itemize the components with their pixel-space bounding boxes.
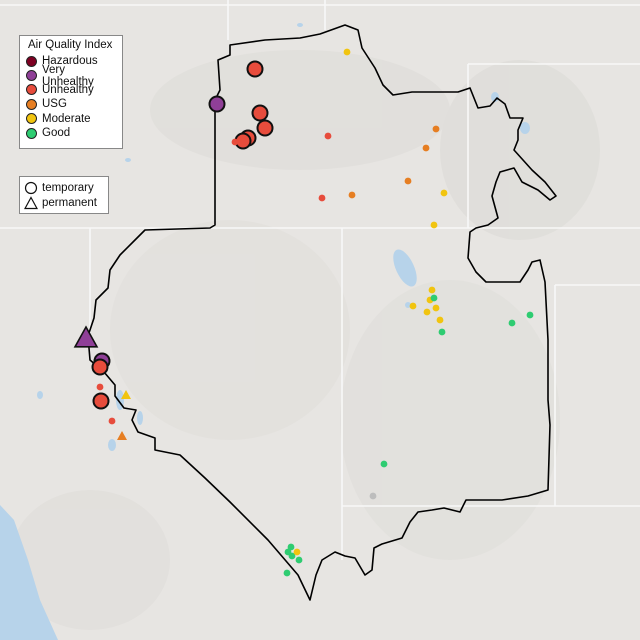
legend-item-unhealthy: Unhealthy — [26, 83, 116, 97]
unhealthy-swatch — [26, 84, 37, 96]
legend-label: USG — [42, 98, 67, 111]
good-swatch — [26, 127, 37, 139]
legend-title: Air Quality Index — [28, 39, 113, 51]
temporary-monitor-moderate[interactable] — [428, 286, 436, 294]
temporary-monitor-usg[interactable] — [432, 125, 440, 133]
temporary-monitor-unhealthy[interactable] — [324, 132, 332, 140]
temporary-monitor-unhealthy[interactable] — [246, 60, 264, 78]
temporary-monitor-usg[interactable] — [348, 191, 356, 199]
triangle-icon — [24, 195, 38, 209]
very-unhealthy-swatch — [26, 70, 37, 82]
monitor-type-legend: temporary permanent — [19, 176, 109, 214]
temporary-monitor-good[interactable] — [438, 328, 446, 336]
legend-label: Moderate — [42, 112, 91, 125]
temporary-monitor-good[interactable] — [295, 556, 303, 564]
temporary-monitor-usg[interactable] — [404, 177, 412, 185]
legend-label: Good — [42, 127, 71, 140]
temporary-monitor-unhealthy[interactable] — [231, 138, 239, 146]
temporary-monitor-good[interactable] — [508, 319, 516, 327]
lakes — [37, 23, 530, 451]
temporary-monitor-usg[interactable] — [422, 144, 430, 152]
monitor-no-data[interactable] — [369, 492, 377, 500]
legend-item-hazardous: Hazardous — [26, 54, 116, 68]
legend-item-good: Good — [26, 126, 116, 140]
temporary-monitor-unhealthy[interactable] — [91, 358, 109, 376]
usg-swatch — [26, 98, 37, 110]
temporary-monitor-moderate[interactable] — [409, 302, 417, 310]
ocean — [0, 505, 58, 640]
temporary-monitor-good[interactable] — [430, 294, 438, 302]
circle-icon — [24, 181, 38, 194]
permanent-monitor-very-unhealthy[interactable] — [73, 325, 99, 348]
permanent-monitor-usg[interactable] — [117, 431, 127, 440]
temporary-monitor-moderate[interactable] — [440, 189, 448, 197]
monitor-markers — [73, 48, 534, 577]
permanent-monitor-moderate[interactable] — [121, 390, 131, 399]
state-boundaries — [0, 0, 640, 560]
legend-item-very-unhealthy: Very Unhealthy — [26, 64, 116, 88]
terrain-shading — [10, 50, 600, 630]
temporary-monitor-unhealthy[interactable] — [92, 392, 110, 410]
temporary-monitor-moderate[interactable] — [430, 221, 438, 229]
region-outline — [87, 24, 557, 601]
legend-label: Unhealthy — [42, 83, 94, 96]
temporary-monitor-unhealthy[interactable] — [96, 383, 104, 391]
legend-label: temporary — [42, 181, 94, 194]
temporary-monitor-unhealthy[interactable] — [318, 194, 326, 202]
temporary-monitor-moderate[interactable] — [432, 304, 440, 312]
aqi-legend: Air Quality Index Hazardous Very Unhealt… — [19, 35, 123, 149]
temporary-monitor-good[interactable] — [526, 311, 534, 319]
temporary-monitor-moderate[interactable] — [343, 48, 351, 56]
temporary-monitor-good[interactable] — [283, 569, 291, 577]
legend-label: permanent — [42, 196, 97, 209]
temporary-monitor-good[interactable] — [288, 552, 296, 560]
temporary-monitor-unhealthy[interactable] — [108, 417, 116, 425]
temporary-monitor-moderate[interactable] — [293, 548, 301, 556]
legend-item-permanent: permanent — [24, 195, 104, 210]
temporary-monitor-moderate[interactable] — [436, 316, 444, 324]
moderate-swatch — [26, 113, 37, 125]
temporary-monitor-very-unhealthy[interactable] — [208, 95, 226, 113]
hazardous-swatch — [26, 55, 37, 67]
temporary-monitor-good[interactable] — [287, 543, 295, 551]
temporary-monitor-good[interactable] — [380, 460, 388, 468]
legend-label: Very Unhealthy — [42, 63, 94, 88]
temporary-monitor-unhealthy[interactable] — [251, 104, 269, 122]
legend-label: Hazardous — [42, 55, 98, 68]
legend-item-moderate: Moderate — [26, 112, 116, 126]
legend-item-temporary: temporary — [24, 180, 104, 195]
temporary-monitor-moderate[interactable] — [423, 308, 431, 316]
legend-item-usg: USG — [26, 97, 116, 111]
temporary-monitor-unhealthy[interactable] — [256, 119, 274, 137]
